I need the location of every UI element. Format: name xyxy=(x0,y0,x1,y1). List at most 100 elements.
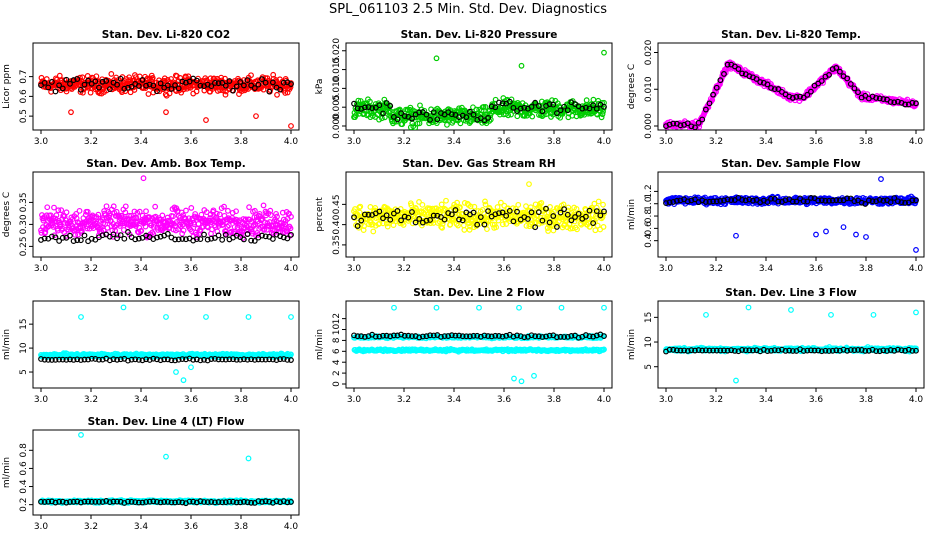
black-point xyxy=(898,199,905,206)
black-point xyxy=(492,104,499,111)
black-point xyxy=(492,332,499,339)
colored-point xyxy=(416,120,423,127)
x-tick-label: 3.8 xyxy=(859,137,874,147)
outlier-point xyxy=(288,314,294,320)
black-point xyxy=(564,333,571,340)
black-point xyxy=(409,115,415,122)
colored-point xyxy=(416,198,422,205)
black-point xyxy=(106,357,113,364)
black-point xyxy=(273,357,280,364)
black-point xyxy=(405,332,412,339)
colored-point xyxy=(44,204,51,211)
black-point xyxy=(467,333,473,340)
colored-point xyxy=(38,229,45,236)
black-point xyxy=(157,80,164,87)
black-point xyxy=(474,332,481,339)
black-point xyxy=(96,356,102,363)
black-point xyxy=(557,107,564,114)
x-tick-label: 4.0 xyxy=(284,264,299,274)
colored-point xyxy=(84,225,91,232)
black-point xyxy=(135,83,142,89)
black-point xyxy=(800,198,807,205)
black-point xyxy=(586,105,593,112)
black-point xyxy=(575,334,582,341)
black-point xyxy=(586,333,593,340)
plot-frame xyxy=(32,171,300,258)
black-point xyxy=(212,355,218,362)
colored-point xyxy=(444,121,450,128)
y-tick-label: 0.010 xyxy=(644,76,654,102)
black-point xyxy=(222,82,229,89)
black-point xyxy=(488,333,495,340)
colored-point xyxy=(376,220,383,227)
y-tick-label: 5 xyxy=(644,364,654,370)
colored-point xyxy=(480,103,487,110)
black-point xyxy=(764,81,771,88)
black-point xyxy=(179,356,186,363)
black-point xyxy=(383,212,390,219)
black-point xyxy=(280,79,287,86)
black-point xyxy=(757,79,764,85)
black-point xyxy=(106,86,113,93)
outlier-point xyxy=(391,304,397,311)
black-point xyxy=(804,198,811,205)
black-point xyxy=(150,82,157,89)
black-point xyxy=(99,78,106,85)
colored-point xyxy=(192,211,199,217)
outlier-point xyxy=(516,304,522,311)
colored-point xyxy=(468,117,474,124)
black-point xyxy=(88,235,95,242)
black-point xyxy=(702,199,709,205)
black-point xyxy=(539,108,546,115)
colored-point xyxy=(599,111,606,118)
x-tick-label: 3.2 xyxy=(709,395,723,405)
x-tick-label: 3.4 xyxy=(447,137,462,147)
colored-point xyxy=(76,207,83,214)
black-point xyxy=(467,108,473,115)
black-point xyxy=(561,206,568,213)
colored-point xyxy=(188,205,195,211)
black-point xyxy=(564,107,571,114)
panel-title: Stan. Dev. Line 2 Flow xyxy=(413,287,545,299)
black-point xyxy=(855,89,861,96)
black-point xyxy=(499,333,506,340)
colored-point xyxy=(51,204,57,211)
black-point xyxy=(251,237,258,244)
y-tick-label: 0.35 xyxy=(332,235,342,255)
black-point xyxy=(771,195,778,202)
black-point xyxy=(528,103,535,110)
black-point xyxy=(117,232,124,239)
black-point xyxy=(85,77,92,84)
black-point xyxy=(673,197,680,204)
black-point xyxy=(815,197,822,204)
colored-point xyxy=(93,73,100,80)
black-point xyxy=(135,356,142,363)
colored-point xyxy=(210,207,217,214)
black-point xyxy=(135,235,142,242)
black-point xyxy=(862,92,869,99)
black-point xyxy=(688,197,695,204)
black-point xyxy=(445,333,452,339)
black-point xyxy=(197,357,204,364)
outlier-point xyxy=(558,304,565,311)
black-point xyxy=(452,207,459,213)
black-point xyxy=(543,333,549,340)
colored-point xyxy=(590,96,597,103)
black-point xyxy=(405,214,412,221)
black-point xyxy=(793,198,800,205)
colored-point xyxy=(562,217,569,223)
black-point xyxy=(463,114,470,121)
colored-point xyxy=(287,225,294,232)
y-tick-label: 0.020 xyxy=(332,38,342,64)
outlier-point xyxy=(878,176,884,182)
black-point xyxy=(208,356,215,362)
colored-point xyxy=(150,224,157,230)
black-point xyxy=(376,208,383,215)
black-point xyxy=(277,86,284,93)
colored-point xyxy=(233,208,239,215)
colored-point xyxy=(179,230,186,237)
colored-point xyxy=(413,206,420,212)
black-point xyxy=(601,333,607,340)
black-point xyxy=(233,83,240,90)
